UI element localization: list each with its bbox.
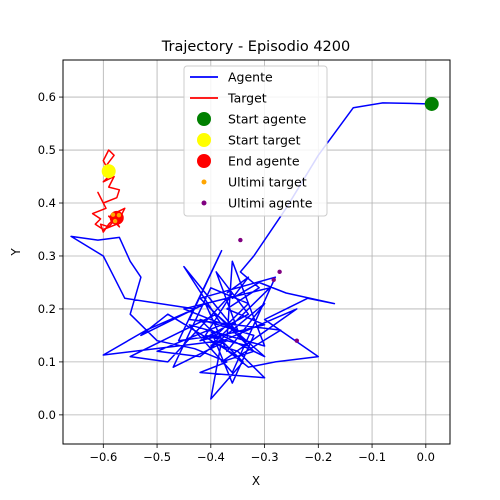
- legend-marker-swatch: [197, 154, 211, 168]
- ultimi-target-point: [110, 212, 116, 217]
- chart-title: Trajectory - Episodio 4200: [161, 39, 350, 55]
- x-axis-label: X: [252, 474, 260, 488]
- legend-label: Start agente: [228, 112, 307, 127]
- markers: [101, 96, 439, 343]
- axes: −0.6 −0.5 −0.4 −0.3 −0.2 −0.1 0.0 0.0 0.1 0.2 0.3 0…: [38, 90, 435, 464]
- x-tick-label: −0.2: [304, 450, 332, 464]
- legend-item: Start agente: [197, 112, 307, 127]
- y-tick-label: 0.5: [38, 143, 56, 157]
- legend-label: Target: [227, 91, 267, 106]
- ultimi-agente-point: [271, 277, 276, 283]
- legend-small-marker-swatch: [201, 179, 207, 185]
- start-agente-marker: [424, 96, 439, 111]
- x-tick-label: −0.3: [251, 450, 279, 464]
- ultimi-target-point: [112, 218, 118, 224]
- x-tick-label: −0.1: [358, 450, 386, 464]
- series-agente-line: [70, 102, 432, 400]
- legend-label: Agente: [228, 70, 273, 85]
- y-axis-label: Y: [9, 248, 23, 257]
- legend-label: Ultimi target: [228, 175, 307, 190]
- y-tick-label: 0.0: [38, 408, 56, 422]
- legend-item: Start target: [197, 133, 301, 148]
- y-tick-label: 0.4: [38, 196, 56, 210]
- legend-item: Ultimi agente: [201, 196, 313, 211]
- legend-label: Ultimi agente: [228, 196, 313, 211]
- legend-item: End agente: [197, 154, 300, 169]
- ultimi-agente-point: [277, 269, 282, 275]
- x-tick-label: −0.5: [143, 450, 171, 464]
- plot-frame: [62, 59, 451, 445]
- x-tick-label: −0.6: [89, 450, 117, 464]
- legend-item: Ultimi target: [201, 175, 307, 190]
- legend-item: Target: [190, 91, 267, 106]
- y-tick-label: 0.2: [38, 302, 56, 316]
- legend: Agente Target Start agente Start target End …: [183, 65, 328, 217]
- x-tick-label: −0.4: [197, 450, 225, 464]
- legend-label: Start target: [228, 133, 301, 148]
- ultimi-agente-point: [238, 237, 243, 243]
- legend-box: [183, 65, 328, 217]
- y-tick-label: 0.3: [38, 249, 56, 263]
- legend-item: Agente: [190, 70, 273, 85]
- legend-small-marker-swatch: [201, 200, 207, 206]
- y-tick-label: 0.1: [38, 355, 56, 369]
- ultimi-agente-point: [294, 338, 300, 343]
- legend-marker-swatch: [197, 133, 211, 147]
- ultimi-target-point: [116, 212, 122, 218]
- x-tick-label: 0.0: [417, 450, 435, 464]
- legend-marker-swatch: [197, 112, 211, 126]
- y-tick-label: 0.6: [38, 90, 56, 104]
- start-target-marker: [101, 164, 116, 179]
- legend-label: End agente: [228, 154, 300, 169]
